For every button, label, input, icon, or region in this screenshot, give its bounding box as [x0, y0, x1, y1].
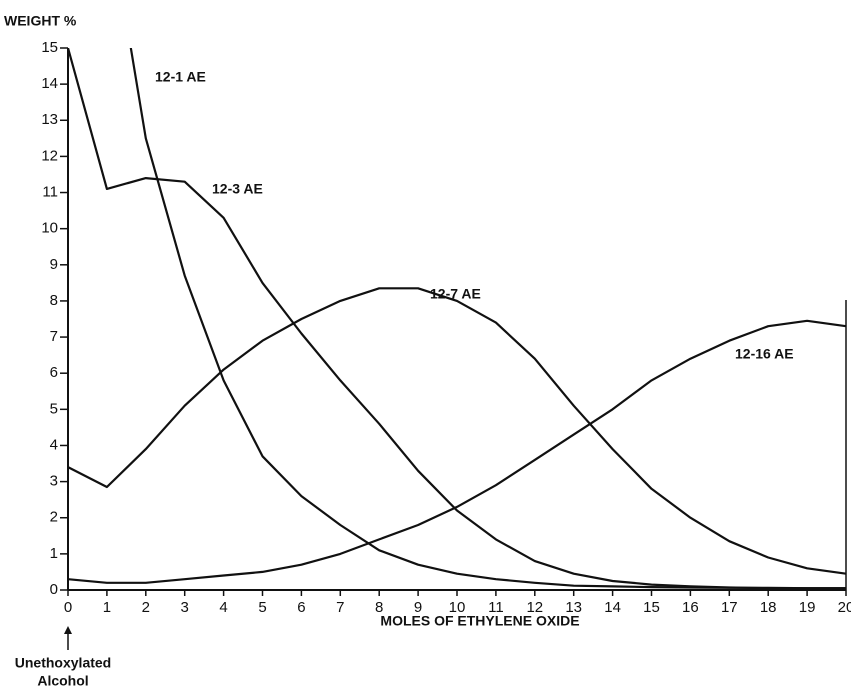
y-tick-label: 6 [50, 364, 58, 381]
x-tick-label: 19 [799, 599, 816, 616]
x-tick-label: 17 [721, 599, 738, 616]
y-tick-label: 7 [50, 328, 58, 345]
y-tick-label: 14 [41, 75, 58, 92]
x-tick-label: 3 [181, 599, 189, 616]
x-tick-label: 16 [682, 599, 699, 616]
x-tick-label: 5 [258, 599, 266, 616]
y-tick-label: 3 [50, 473, 58, 490]
x-tick-label: 0 [64, 599, 72, 616]
series-label: 12-7 AE [430, 286, 481, 302]
plot-area [66, 48, 847, 590]
y-tick-label: 9 [50, 256, 58, 273]
series-label: 12-16 AE [735, 346, 794, 362]
x-tick-label: 14 [604, 599, 621, 616]
series-line [67, 287, 847, 575]
annotation: Unethoxylated [15, 655, 111, 671]
series-label: 12-1 AE [155, 69, 206, 85]
series-line [67, 319, 847, 584]
x-tick-label: 13 [565, 599, 582, 616]
y-tick-label: 0 [50, 581, 58, 598]
x-tick-label: 11 [488, 599, 504, 616]
y-tick-label: 5 [50, 400, 58, 417]
x-tick-label: 10 [449, 599, 466, 616]
x-tick-label: 2 [142, 599, 150, 616]
x-tick-label: 18 [760, 599, 777, 616]
x-tick-label: 1 [103, 599, 111, 616]
y-tick-label: 4 [50, 436, 58, 453]
x-tick-label: 4 [219, 599, 227, 616]
x-tick-label: 12 [526, 599, 543, 616]
annotation-arrowhead [64, 626, 72, 634]
y-tick-label: 12 [41, 147, 58, 164]
series-label: 12-3 AE [212, 181, 263, 197]
series-line [66, 48, 846, 590]
x-tick-label: 9 [414, 599, 422, 616]
x-tick-label: 20 [838, 599, 851, 616]
y-tick-label: 13 [41, 111, 58, 128]
x-axis-label: MOLES OF ETHYLENE OXIDE [380, 613, 579, 629]
y-tick-label: 11 [42, 184, 58, 201]
y-tick-label: 10 [41, 220, 58, 237]
y-tick-label: 8 [50, 292, 58, 309]
x-tick-label: 7 [336, 599, 344, 616]
y-tick-label: 2 [50, 509, 58, 526]
x-tick-label: 8 [375, 599, 383, 616]
y-axis-label: WEIGHT % [4, 13, 77, 29]
y-tick-label: 1 [50, 545, 58, 562]
x-tick-label: 15 [643, 599, 660, 616]
annotation: Alcohol [37, 673, 88, 689]
x-tick-label: 6 [297, 599, 305, 616]
y-tick-label: 15 [41, 39, 58, 56]
